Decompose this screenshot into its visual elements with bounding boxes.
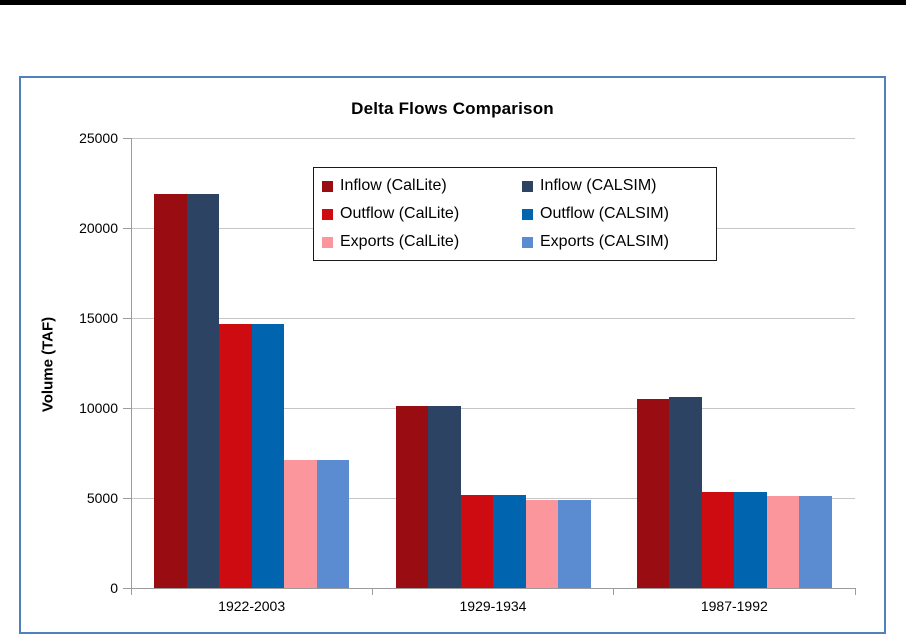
x-axis-tick xyxy=(371,588,373,595)
legend-swatch-icon xyxy=(522,236,533,248)
bar-inflow-callite xyxy=(636,399,670,588)
bar-exports-callite xyxy=(525,500,558,588)
legend-swatch-icon xyxy=(322,208,333,220)
gridline xyxy=(131,407,855,409)
bar-inflow-calsim xyxy=(669,397,702,588)
y-tick-label: 20000 xyxy=(79,220,118,236)
bar-outflow-callite xyxy=(219,323,252,588)
y-axis-line xyxy=(131,138,132,588)
bar-exports-calsim xyxy=(558,499,591,588)
y-tick-label: 25000 xyxy=(79,130,118,146)
legend-swatch-icon xyxy=(522,180,533,192)
y-axis-tick xyxy=(123,227,131,229)
y-axis-tick xyxy=(123,497,131,499)
x-tick-label: 1929-1934 xyxy=(459,598,527,614)
bar-exports-callite xyxy=(284,460,317,588)
gridline xyxy=(131,317,855,319)
legend-label: Inflow (CalLite) xyxy=(340,177,447,194)
y-axis-tick xyxy=(123,407,131,409)
x-axis-tick xyxy=(130,588,132,595)
legend-swatch-icon xyxy=(522,208,533,220)
top-black-bar xyxy=(0,0,906,5)
x-tick-label: 1922-2003 xyxy=(218,598,286,614)
bar-exports-calsim xyxy=(316,460,350,588)
legend-item: Exports (CALSIM) xyxy=(522,233,716,251)
legend-swatch-icon xyxy=(322,180,333,192)
legend-label: Outflow (CALSIM) xyxy=(540,205,669,222)
y-tick-label: 0 xyxy=(110,580,118,596)
legend-label: Inflow (CALSIM) xyxy=(540,177,657,194)
legend-item: Inflow (CALSIM) xyxy=(522,177,716,195)
y-tick-label: 10000 xyxy=(79,400,118,416)
x-axis-tick xyxy=(854,588,856,595)
bar-outflow-calsim xyxy=(493,495,526,588)
chart-title: Delta Flows Comparison xyxy=(351,99,554,118)
bar-exports-callite xyxy=(766,496,800,588)
bar-inflow-calsim xyxy=(428,406,461,588)
legend-label: Exports (CalLite) xyxy=(340,233,460,250)
legend-item: Inflow (CalLite) xyxy=(322,177,522,195)
x-axis-line xyxy=(131,588,856,589)
y-axis-tick xyxy=(123,587,131,589)
y-tick-label: 15000 xyxy=(79,310,118,326)
legend-item: Exports (CalLite) xyxy=(322,233,522,251)
bar-inflow-calsim xyxy=(186,194,220,588)
legend-label: Exports (CALSIM) xyxy=(540,233,669,250)
legend-swatch-icon xyxy=(322,236,333,248)
bar-outflow-calsim xyxy=(251,323,285,588)
x-tick-label: 1987-1992 xyxy=(700,598,768,614)
y-axis-tick xyxy=(123,317,131,319)
gridline xyxy=(131,137,855,139)
x-axis-tick xyxy=(613,588,615,595)
bar-exports-calsim xyxy=(799,495,832,588)
bar-outflow-callite xyxy=(460,495,493,588)
legend: Inflow (CalLite) Inflow (CALSIM) Outflow (… xyxy=(313,167,717,261)
bar-inflow-callite xyxy=(154,193,187,588)
y-axis-tick xyxy=(123,137,131,139)
legend-label: Outflow (CalLite) xyxy=(340,205,460,222)
legend-item: Outflow (CalLite) xyxy=(322,205,522,223)
bar-inflow-callite xyxy=(395,406,428,588)
bar-outflow-calsim xyxy=(734,491,767,588)
bar-outflow-callite xyxy=(701,492,735,588)
legend-item: Outflow (CALSIM) xyxy=(522,205,716,223)
y-tick-label: 5000 xyxy=(86,490,118,506)
